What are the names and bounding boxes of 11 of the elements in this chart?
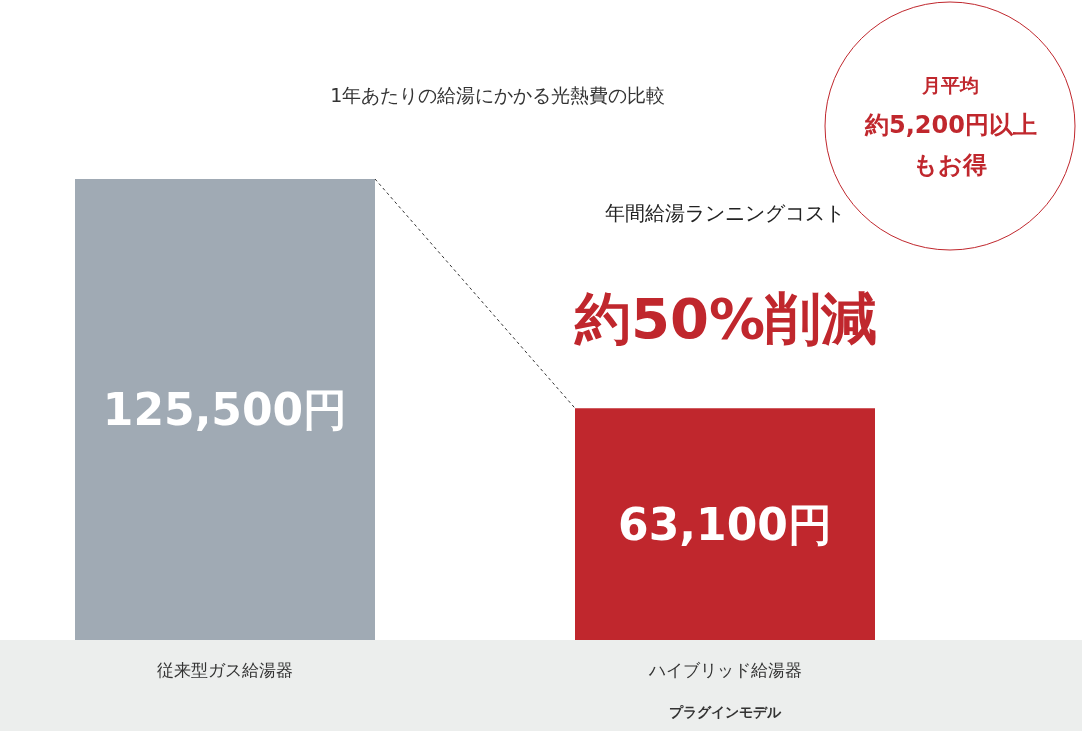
text: 約5,200円以上 — [864, 111, 1037, 139]
data-label: 63,100円 — [618, 498, 832, 550]
x-tick-label: 従来型ガス給湯器 — [157, 660, 293, 680]
chart-title: 1年あたりの給湯にかかる光熱費の比較 — [330, 83, 666, 106]
annotation: 年間給湯ランニングコスト — [605, 201, 845, 225]
data-label: 125,500円 — [102, 384, 348, 435]
annotation: もお得 — [913, 151, 987, 179]
text: 月平均 — [921, 74, 979, 96]
x-tick-label: ハイブリッド給湯器 — [647, 660, 802, 680]
text: プラグインモデル — [669, 704, 782, 720]
annotation: 約50%削減 — [574, 286, 878, 351]
